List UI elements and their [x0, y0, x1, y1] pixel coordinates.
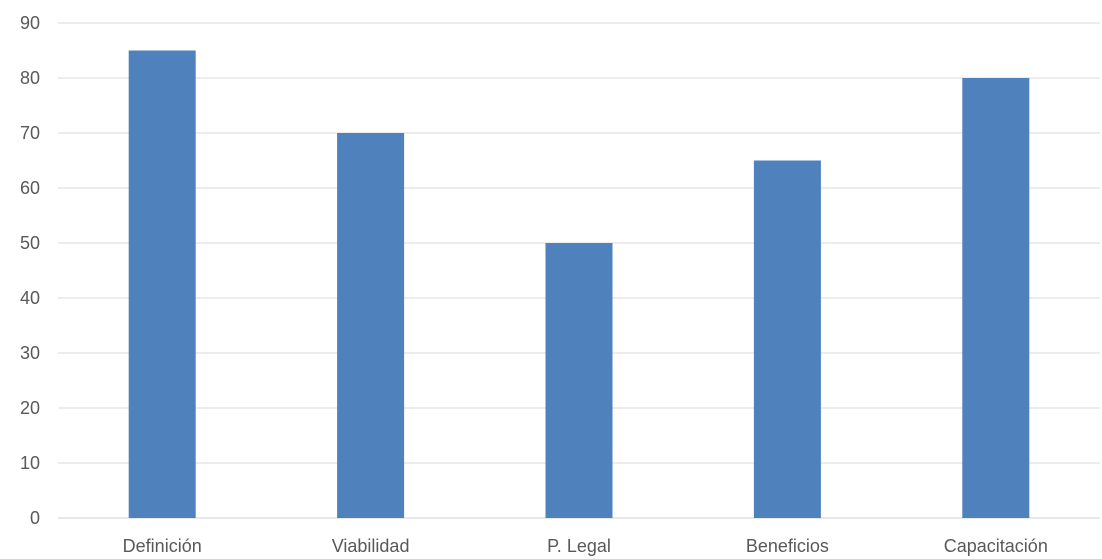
y-tick-label: 90 — [20, 13, 40, 33]
x-category-label: Viabilidad — [332, 536, 410, 556]
x-axis-category-labels: Definición Viabilidad P. Legal Beneficios Ca… — [123, 536, 1048, 556]
y-axis-tick-labels: 0 10 20 30 40 50 60 70 80 90 — [20, 13, 40, 528]
y-tick-label: 10 — [20, 453, 40, 473]
y-tick-label: 0 — [30, 508, 40, 528]
x-category-label: Capacitación — [944, 536, 1048, 556]
y-tick-label: 80 — [20, 68, 40, 88]
y-tick-label: 40 — [20, 288, 40, 308]
y-tick-label: 30 — [20, 343, 40, 363]
x-category-label: P. Legal — [547, 536, 611, 556]
bar-1 — [337, 133, 405, 518]
y-tick-label: 50 — [20, 233, 40, 253]
x-category-label: Definición — [123, 536, 202, 556]
x-category-label: Beneficios — [746, 536, 829, 556]
bar-4 — [962, 78, 1030, 518]
y-tick-label: 20 — [20, 398, 40, 418]
bar-2 — [545, 243, 613, 518]
y-tick-label: 70 — [20, 123, 40, 143]
bar-0 — [128, 50, 196, 518]
bars — [128, 50, 1030, 518]
bar-3 — [753, 160, 821, 518]
y-tick-label: 60 — [20, 178, 40, 198]
